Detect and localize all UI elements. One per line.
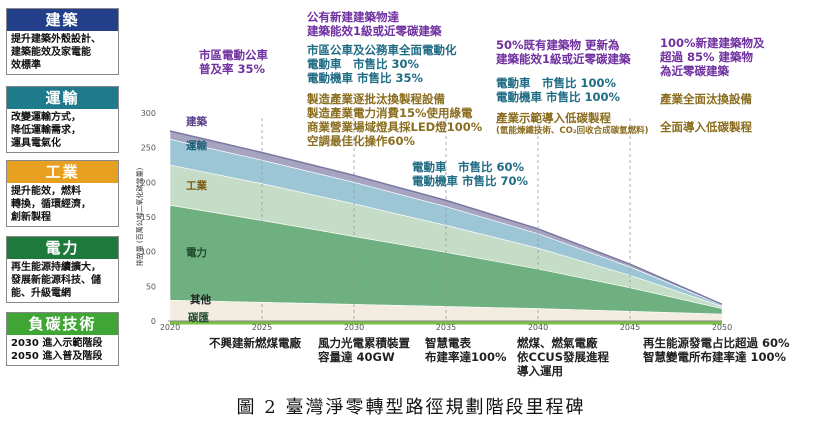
legend-title: 負碳技術 bbox=[7, 313, 118, 335]
legend-description: 再生能源持續擴大， 發展新能源科技、儲 能、升級電網 bbox=[11, 262, 101, 299]
bottom-annotation-2040: 燃煤、燃氣電廠 依CCUS發展進程 導入運用 bbox=[517, 336, 609, 378]
annotation-2040-industry-note: (氫能煉鐵技術、CO₂回收合成碳氫燃料) bbox=[496, 126, 649, 136]
x-tick-label: 2050 bbox=[712, 323, 732, 332]
y-tick-label: 50 bbox=[146, 282, 156, 291]
y-tick-label: 200 bbox=[141, 178, 156, 187]
legend-title: 建築 bbox=[7, 9, 118, 31]
series-label-工業: 工業 bbox=[186, 179, 207, 192]
x-tick-label: 2025 bbox=[252, 323, 272, 332]
y-axis-label: 排放量 (百萬公噸二氧化碳當量) bbox=[135, 167, 144, 266]
legend-description: 提升能效，燃料 轉換，循環經濟， 創新製程 bbox=[11, 186, 91, 223]
series-label-電力: 電力 bbox=[186, 246, 207, 259]
bottom-annotation-2045: 再生能源發電占比超過 60% 智慧變電所布建率達 100% bbox=[643, 336, 790, 364]
series-label-建築: 建築 bbox=[185, 115, 207, 128]
x-tick-label: 2045 bbox=[620, 323, 640, 332]
annotation-2040-building: 50%既有建築物 更新為 建築能效1級或近零碳建築 bbox=[496, 38, 631, 66]
legend-box-2: 工業提升能效，燃料 轉換，循環經濟， 創新製程 bbox=[6, 160, 119, 227]
legend-title: 工業 bbox=[7, 161, 118, 183]
bottom-annotation-2030: 風力光電累積裝置 容量達 40GW bbox=[318, 336, 410, 364]
legend-title: 電力 bbox=[7, 237, 118, 259]
legend-description: 2030 進入示範階段 2050 進入普及階段 bbox=[11, 338, 103, 362]
legend-box-4: 負碳技術 2030 進入示範階段 2050 進入普及階段 bbox=[6, 312, 119, 366]
annotation-2050-industry-process: 全面導入低碳製程 bbox=[660, 120, 752, 134]
legend-box-0: 建築提升建築外殼設計、 建築能效及家電能 效標準 bbox=[6, 8, 119, 75]
annotation-2050-building: 100%新建建築物及 超過 85% 建築物 為近零碳建築 bbox=[660, 36, 765, 78]
x-tick-label: 2030 bbox=[344, 323, 364, 332]
series-label-運輸: 運輸 bbox=[186, 139, 207, 152]
y-tick-label: 150 bbox=[141, 213, 156, 222]
legend-description: 改變運輸方式， 降低運輸需求， 運具電氣化 bbox=[11, 112, 81, 149]
bottom-annotation-2025: 不興建新燃煤電廠 bbox=[209, 336, 301, 350]
annotation-2025: 市區電動公車 普及率 35% bbox=[199, 48, 268, 76]
figure-caption: 圖 2 臺灣淨零轉型路徑規劃階段里程碑 bbox=[236, 397, 586, 418]
x-tick-label: 2035 bbox=[436, 323, 456, 332]
annotation-2030-industry: 製造產業逐批汰換製程設備 製造產業電力消費15%使用綠電 商業營業場域燈具採LE… bbox=[307, 92, 483, 148]
x-tick-label: 2020 bbox=[160, 323, 180, 332]
series-label-碳匯: 碳匯 bbox=[188, 311, 209, 324]
x-tick-label: 2040 bbox=[528, 323, 548, 332]
series-label-其他: 其他 bbox=[190, 293, 211, 306]
y-tick-label: 100 bbox=[141, 248, 156, 257]
y-tick-label: 250 bbox=[141, 144, 156, 153]
annotation-2030-transport: 市區公車及公務車全面電動化 電動車 市售比 30% 電動機車 市售比 35% bbox=[307, 43, 457, 85]
bottom-annotation-2035: 智慧電表 布建率達100% bbox=[425, 336, 507, 364]
annotation-2050-industry-equipment: 產業全面汰換設備 bbox=[660, 92, 752, 106]
y-tick-label: 0 bbox=[151, 317, 156, 326]
annotation-2040-industry: 產業示範導入低碳製程 bbox=[496, 111, 611, 125]
annotation-2040-transport: 電動車 市售比 100% 電動機車 市售比 100% bbox=[496, 76, 621, 104]
area-碳匯 bbox=[170, 321, 722, 325]
annotation-2035-transport: 電動車 市售比 60% 電動機車 市售比 70% bbox=[412, 160, 529, 188]
y-tick-label: 300 bbox=[141, 109, 156, 118]
legend-box-3: 電力再生能源持續擴大， 發展新能源科技、儲 能、升級電網 bbox=[6, 236, 119, 303]
legend-title: 運輸 bbox=[7, 87, 118, 109]
legend-description: 提升建築外殼設計、 建築能效及家電能 效標準 bbox=[11, 34, 101, 71]
legend-box-1: 運輸改變運輸方式， 降低運輸需求， 運具電氣化 bbox=[6, 86, 119, 153]
annotation-2030-building: 公有新建建築物達 建築能效1級或近零碳建築 bbox=[307, 10, 442, 38]
